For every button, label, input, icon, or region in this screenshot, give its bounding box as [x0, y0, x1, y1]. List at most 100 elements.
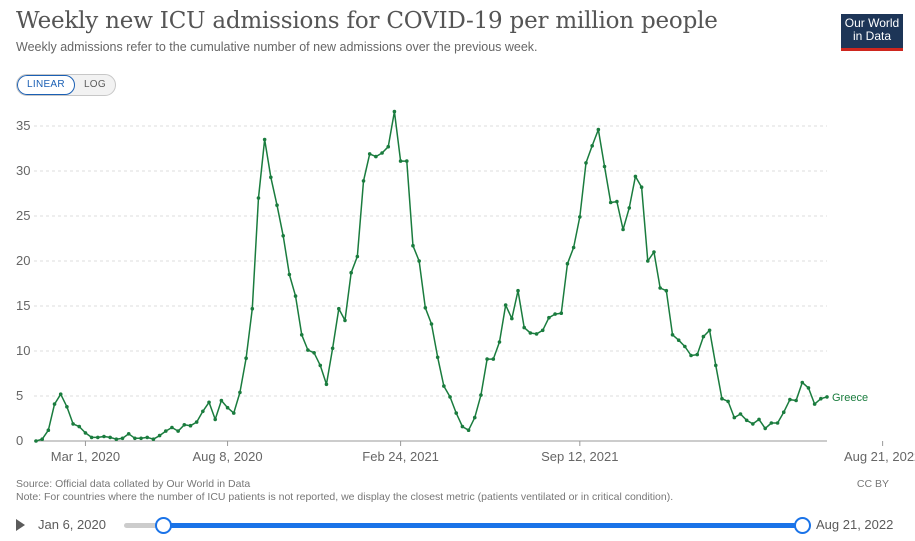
data-point[interactable]	[689, 353, 693, 358]
data-point[interactable]	[683, 344, 687, 349]
owid-logo[interactable]: Our World in Data	[841, 14, 903, 51]
data-point[interactable]	[442, 384, 446, 388]
data-point[interactable]	[584, 161, 588, 165]
data-point[interactable]	[380, 151, 384, 155]
data-point[interactable]	[497, 340, 502, 344]
data-point[interactable]	[374, 154, 378, 159]
data-point[interactable]	[89, 435, 94, 440]
data-point[interactable]	[676, 338, 681, 342]
data-point[interactable]	[491, 357, 496, 361]
data-point[interactable]	[139, 436, 143, 441]
data-point[interactable]	[781, 410, 786, 415]
data-point[interactable]	[664, 288, 669, 293]
data-point[interactable]	[188, 423, 193, 428]
data-point[interactable]	[744, 418, 749, 423]
timeline-start-handle[interactable]	[155, 517, 172, 534]
data-point[interactable]	[299, 333, 304, 337]
data-point[interactable]	[293, 294, 298, 298]
series-label-greece[interactable]: Greece	[832, 392, 868, 404]
data-point[interactable]	[578, 215, 582, 219]
data-point[interactable]	[633, 174, 638, 179]
data-point[interactable]	[596, 127, 601, 132]
data-point[interactable]	[355, 254, 360, 259]
data-point[interactable]	[52, 402, 57, 406]
data-point[interactable]	[231, 411, 236, 415]
data-point[interactable]	[330, 346, 335, 351]
data-point[interactable]	[404, 159, 409, 163]
data-point[interactable]	[522, 325, 526, 330]
data-point[interactable]	[417, 259, 421, 263]
data-point[interactable]	[71, 422, 75, 426]
data-point[interactable]	[639, 185, 644, 189]
data-point[interactable]	[510, 316, 514, 321]
data-point[interactable]	[176, 429, 180, 433]
data-point[interactable]	[608, 200, 613, 205]
data-point[interactable]	[213, 417, 218, 422]
data-point[interactable]	[652, 250, 656, 254]
data-point[interactable]	[133, 436, 137, 441]
data-point[interactable]	[615, 199, 619, 204]
data-point[interactable]	[429, 322, 434, 326]
data-point[interactable]	[398, 159, 403, 163]
data-point[interactable]	[306, 348, 310, 352]
data-point[interactable]	[244, 356, 248, 361]
data-point[interactable]	[423, 306, 428, 310]
data-point[interactable]	[788, 397, 792, 402]
data-point[interactable]	[77, 424, 82, 429]
data-point[interactable]	[238, 390, 242, 395]
data-point[interactable]	[65, 405, 69, 409]
data-point[interactable]	[225, 405, 230, 410]
data-point[interactable]	[411, 243, 415, 248]
data-point[interactable]	[528, 331, 533, 335]
data-point[interactable]	[503, 303, 508, 307]
play-icon[interactable]	[16, 519, 25, 531]
data-point[interactable]	[602, 164, 607, 169]
data-point[interactable]	[386, 144, 391, 149]
data-point[interactable]	[720, 396, 724, 401]
data-point[interactable]	[83, 431, 88, 435]
data-point[interactable]	[145, 435, 150, 440]
timeline-end-handle[interactable]	[794, 517, 811, 534]
data-point[interactable]	[151, 437, 156, 442]
data-point[interactable]	[448, 395, 452, 399]
data-point[interactable]	[472, 415, 477, 420]
log-scale-button[interactable]: LOG	[83, 79, 106, 90]
data-point[interactable]	[769, 421, 774, 425]
data-point[interactable]	[250, 306, 255, 311]
data-point[interactable]	[806, 386, 811, 390]
data-point[interactable]	[392, 109, 397, 114]
data-point[interactable]	[108, 435, 112, 440]
data-point[interactable]	[516, 288, 520, 293]
data-point[interactable]	[262, 137, 267, 142]
data-point[interactable]	[559, 311, 564, 315]
data-point[interactable]	[120, 436, 125, 441]
data-point[interactable]	[701, 334, 706, 339]
data-point[interactable]	[645, 259, 650, 263]
data-point[interactable]	[170, 425, 174, 430]
data-point[interactable]	[102, 434, 106, 439]
data-point[interactable]	[713, 363, 718, 368]
data-point[interactable]	[281, 234, 285, 238]
data-point[interactable]	[275, 203, 279, 207]
data-point[interactable]	[207, 400, 211, 405]
data-point[interactable]	[732, 415, 737, 420]
license-label[interactable]: CC BY	[856, 478, 889, 490]
data-point[interactable]	[763, 426, 768, 431]
data-point[interactable]	[627, 206, 632, 210]
data-point[interactable]	[114, 437, 119, 442]
data-point[interactable]	[318, 363, 323, 368]
data-point[interactable]	[201, 409, 205, 414]
data-point[interactable]	[157, 433, 162, 438]
data-point[interactable]	[337, 306, 341, 311]
data-point[interactable]	[287, 272, 292, 277]
data-point[interactable]	[738, 412, 743, 416]
data-point[interactable]	[460, 424, 465, 429]
data-point[interactable]	[367, 152, 372, 156]
data-point[interactable]	[95, 435, 100, 440]
data-point[interactable]	[819, 396, 823, 401]
data-point[interactable]	[775, 421, 780, 425]
data-point[interactable]	[571, 245, 576, 250]
data-point[interactable]	[479, 393, 483, 397]
data-point[interactable]	[553, 312, 557, 316]
data-point[interactable]	[256, 196, 261, 200]
